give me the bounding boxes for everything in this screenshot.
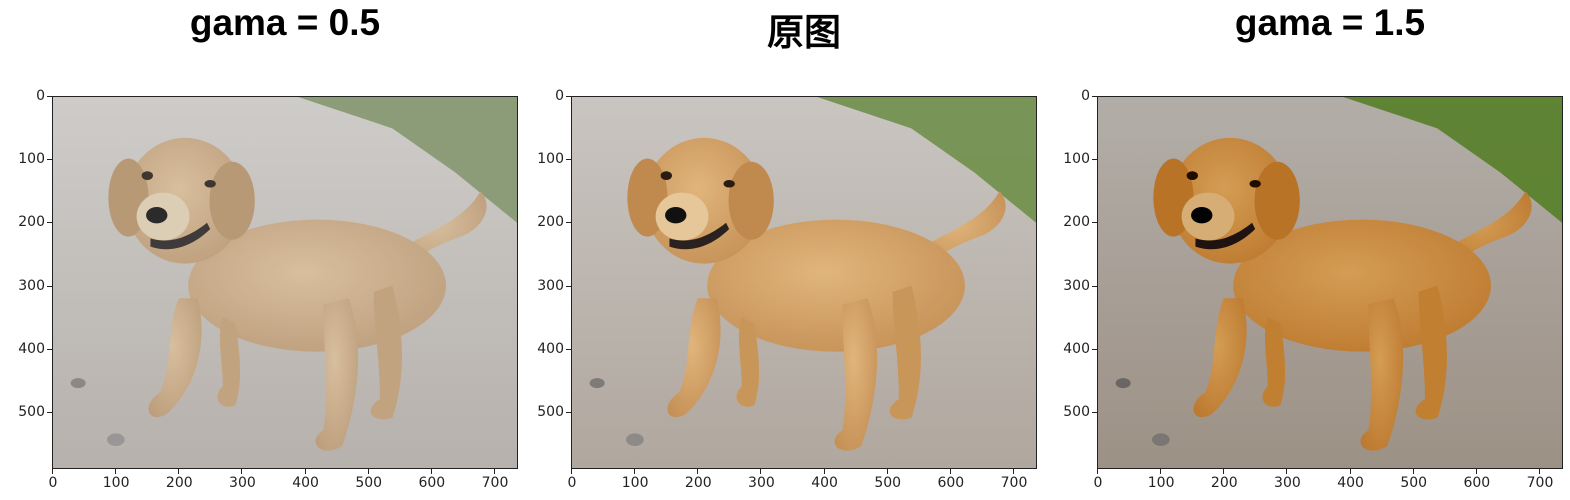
x-tick xyxy=(52,469,53,474)
x-tick xyxy=(304,469,306,474)
x-tick xyxy=(886,469,888,474)
y-tick-label: 500 xyxy=(18,404,45,421)
y-tick-label: 0 xyxy=(36,88,45,104)
y-tick-label: 0 xyxy=(1081,88,1090,104)
y-tick xyxy=(566,96,571,97)
x-tick-label: 0 xyxy=(1093,475,1103,491)
x-tick-label: 500 xyxy=(355,475,383,491)
y-tick-label: 0 xyxy=(555,88,564,104)
image-axes: 0 100 200 300 400 500 600 700 0 100 200 300 400 500 xyxy=(18,88,518,491)
x-tick xyxy=(1013,469,1014,474)
x-tick xyxy=(1539,469,1540,474)
x-tick xyxy=(1097,469,1098,474)
y-tick xyxy=(1092,96,1097,97)
x-tick xyxy=(634,469,636,474)
x-tick xyxy=(1412,469,1414,474)
y-tick xyxy=(1092,412,1097,414)
y-tick xyxy=(1092,348,1097,350)
y-tick xyxy=(47,348,52,350)
subplot-title: gama = 0.5 xyxy=(189,2,381,43)
y-tick-label: 300 xyxy=(537,277,564,294)
x-tick-label: 300 xyxy=(1274,475,1301,491)
x-tick-label: 400 xyxy=(1337,475,1364,491)
x-tick-label: 100 xyxy=(102,475,130,491)
x-tick xyxy=(571,469,572,474)
x-tick xyxy=(241,469,243,474)
x-tick xyxy=(1349,469,1351,474)
x-tick xyxy=(430,469,432,474)
x-tick-label: 200 xyxy=(684,475,712,491)
y-tick-label: 100 xyxy=(18,151,45,168)
y-tick-label: 300 xyxy=(1063,277,1090,294)
x-tick xyxy=(1160,469,1162,474)
x-tick-label: 200 xyxy=(1210,475,1238,491)
y-tick xyxy=(1092,159,1097,161)
x-tick-label: 500 xyxy=(1400,475,1428,491)
y-tick xyxy=(566,159,571,161)
x-tick xyxy=(1475,469,1477,474)
x-tick-label: 100 xyxy=(621,475,649,491)
x-tick-label: 0 xyxy=(48,475,58,491)
x-tick-label: 600 xyxy=(418,475,446,491)
x-tick-label: 100 xyxy=(1147,475,1175,491)
y-tick-label: 100 xyxy=(1063,151,1090,168)
y-tick xyxy=(566,412,571,414)
x-tick xyxy=(115,469,117,474)
y-tick xyxy=(566,222,571,224)
y-tick-label: 500 xyxy=(537,404,564,421)
x-tick xyxy=(1223,469,1225,474)
y-tick xyxy=(47,285,52,287)
y-tick-label: 200 xyxy=(18,214,45,231)
y-tick-label: 500 xyxy=(1063,404,1090,421)
x-tick-label: 600 xyxy=(937,475,965,491)
y-tick-label: 400 xyxy=(18,340,45,357)
x-tick-label: 300 xyxy=(748,475,775,491)
x-tick-label: 400 xyxy=(811,475,838,491)
y-tick xyxy=(1092,222,1097,224)
y-tick xyxy=(1092,285,1097,287)
y-tick xyxy=(47,96,52,97)
x-tick xyxy=(367,469,369,474)
x-tick-label: 500 xyxy=(874,475,902,491)
x-tick-label: 0 xyxy=(567,475,577,491)
y-tick xyxy=(566,348,571,350)
y-tick-label: 400 xyxy=(537,340,564,357)
y-tick-label: 300 xyxy=(18,277,45,294)
x-tick-label: 700 xyxy=(1000,475,1028,491)
x-tick-label: 400 xyxy=(292,475,319,491)
x-tick xyxy=(1286,469,1288,474)
subplot-title: gama = 1.5 xyxy=(1234,2,1426,43)
y-tick-label: 100 xyxy=(537,151,564,168)
x-tick-label: 300 xyxy=(229,475,256,491)
x-tick xyxy=(494,469,495,474)
x-tick xyxy=(178,469,180,474)
puppy-image xyxy=(53,97,517,468)
puppy-image xyxy=(572,97,1036,468)
x-tick xyxy=(949,469,951,474)
x-tick-label: 200 xyxy=(165,475,193,491)
y-tick-label: 200 xyxy=(537,214,564,231)
x-tick-label: 600 xyxy=(1463,475,1491,491)
y-tick-label: 200 xyxy=(1063,214,1090,231)
y-tick xyxy=(47,412,52,414)
y-tick-label: 400 xyxy=(1063,340,1090,357)
x-tick xyxy=(760,469,762,474)
x-tick-label: 700 xyxy=(481,475,509,491)
y-tick xyxy=(566,285,571,287)
x-tick xyxy=(697,469,699,474)
puppy-image xyxy=(1098,97,1562,468)
x-tick-label: 700 xyxy=(1526,475,1554,491)
y-tick xyxy=(47,222,52,224)
image-axes: 0 100 200 300 400 500 600 700 0 100 200 300 400 500 xyxy=(537,88,1037,491)
y-tick xyxy=(47,159,52,161)
image-axes: 0 100 200 300 400 500 600 700 0 100 200 300 400 500 xyxy=(1063,88,1563,491)
x-tick xyxy=(823,469,825,474)
subplot-title: 原图 xyxy=(767,12,841,53)
